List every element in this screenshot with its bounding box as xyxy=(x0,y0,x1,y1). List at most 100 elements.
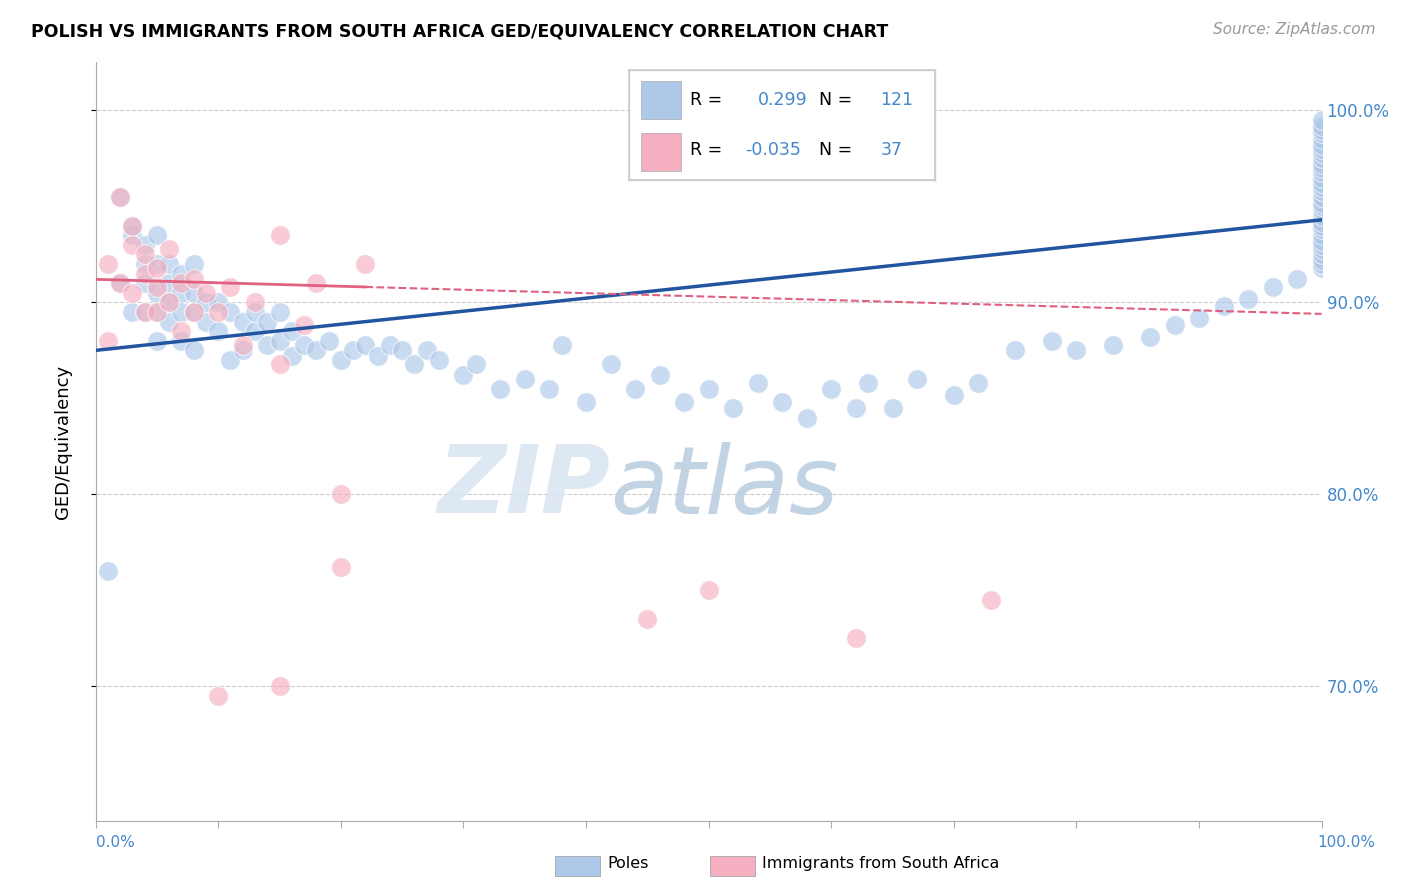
Point xyxy=(550,337,572,351)
Point xyxy=(219,280,242,294)
Point xyxy=(697,382,720,396)
Point xyxy=(1310,219,1333,233)
Point xyxy=(183,272,205,286)
Point xyxy=(1310,215,1333,229)
Point xyxy=(243,305,266,319)
Point xyxy=(256,315,278,329)
Point xyxy=(108,276,131,290)
Point xyxy=(170,285,193,300)
Point xyxy=(1310,122,1333,136)
Point xyxy=(170,334,193,348)
Point xyxy=(318,334,340,348)
Point xyxy=(1310,237,1333,252)
Point xyxy=(1310,113,1333,128)
Point xyxy=(329,560,352,574)
Point xyxy=(170,276,193,290)
Point xyxy=(1102,337,1125,351)
Point xyxy=(292,318,315,333)
Point xyxy=(329,353,352,368)
Point xyxy=(697,583,720,598)
Point xyxy=(1310,138,1333,153)
Point xyxy=(942,387,965,401)
Point xyxy=(1004,343,1026,358)
Text: POLISH VS IMMIGRANTS FROM SOUTH AFRICA GED/EQUIVALENCY CORRELATION CHART: POLISH VS IMMIGRANTS FROM SOUTH AFRICA G… xyxy=(31,22,889,40)
Point xyxy=(845,632,868,646)
Point xyxy=(194,315,217,329)
Point xyxy=(1310,145,1333,160)
Point xyxy=(636,612,658,626)
Point xyxy=(183,343,205,358)
Point xyxy=(157,242,180,256)
Point xyxy=(134,257,156,271)
Point xyxy=(1310,157,1333,171)
Point xyxy=(134,267,156,281)
Point xyxy=(453,368,475,383)
Point xyxy=(269,679,291,693)
Point xyxy=(108,190,131,204)
Point xyxy=(134,305,156,319)
Point xyxy=(1212,299,1234,313)
Point xyxy=(1310,253,1333,268)
Point xyxy=(1286,272,1309,286)
Point xyxy=(269,357,291,371)
Point xyxy=(599,357,621,371)
Point xyxy=(121,219,143,233)
Text: 0.0%: 0.0% xyxy=(96,836,135,850)
Point xyxy=(97,334,120,348)
Point xyxy=(97,564,120,578)
Point xyxy=(97,257,120,271)
Point xyxy=(1310,190,1333,204)
Point xyxy=(1310,195,1333,210)
Point xyxy=(170,267,193,281)
Point xyxy=(1310,242,1333,256)
Point xyxy=(157,295,180,310)
Point xyxy=(194,295,217,310)
Text: ZIP: ZIP xyxy=(437,441,610,533)
Point xyxy=(269,334,291,348)
Point xyxy=(207,324,229,338)
Point xyxy=(1139,330,1161,344)
Point xyxy=(513,372,536,386)
Point xyxy=(1310,199,1333,213)
Point xyxy=(415,343,437,358)
Point xyxy=(281,324,304,338)
Point xyxy=(1310,260,1333,275)
Point xyxy=(1310,203,1333,218)
Point xyxy=(183,305,205,319)
Point xyxy=(967,376,990,390)
Point xyxy=(121,305,143,319)
Point xyxy=(1040,334,1063,348)
Point xyxy=(194,285,217,300)
Point xyxy=(207,305,229,319)
Point xyxy=(121,285,143,300)
Point xyxy=(281,349,304,363)
Point xyxy=(146,228,169,243)
Point xyxy=(232,337,254,351)
Text: Source: ZipAtlas.com: Source: ZipAtlas.com xyxy=(1212,22,1375,37)
Point xyxy=(1163,318,1185,333)
Point xyxy=(329,487,352,501)
Text: 100.0%: 100.0% xyxy=(1317,836,1375,850)
Point xyxy=(1310,184,1333,198)
Point xyxy=(108,190,131,204)
Point xyxy=(305,276,328,290)
Point xyxy=(134,237,156,252)
Point xyxy=(856,376,879,390)
Point xyxy=(1310,228,1333,243)
Point xyxy=(796,410,818,425)
Point xyxy=(207,689,229,703)
Point xyxy=(121,237,143,252)
Point xyxy=(243,295,266,310)
Point xyxy=(1237,292,1260,306)
Point xyxy=(1310,247,1333,261)
Point xyxy=(292,337,315,351)
Point xyxy=(427,353,450,368)
Point xyxy=(1310,177,1333,191)
Point xyxy=(269,305,291,319)
Text: Immigrants from South Africa: Immigrants from South Africa xyxy=(762,856,1000,871)
Point xyxy=(342,343,364,358)
Point xyxy=(157,315,180,329)
Point xyxy=(391,343,413,358)
Point xyxy=(1310,132,1333,146)
Point xyxy=(183,305,205,319)
